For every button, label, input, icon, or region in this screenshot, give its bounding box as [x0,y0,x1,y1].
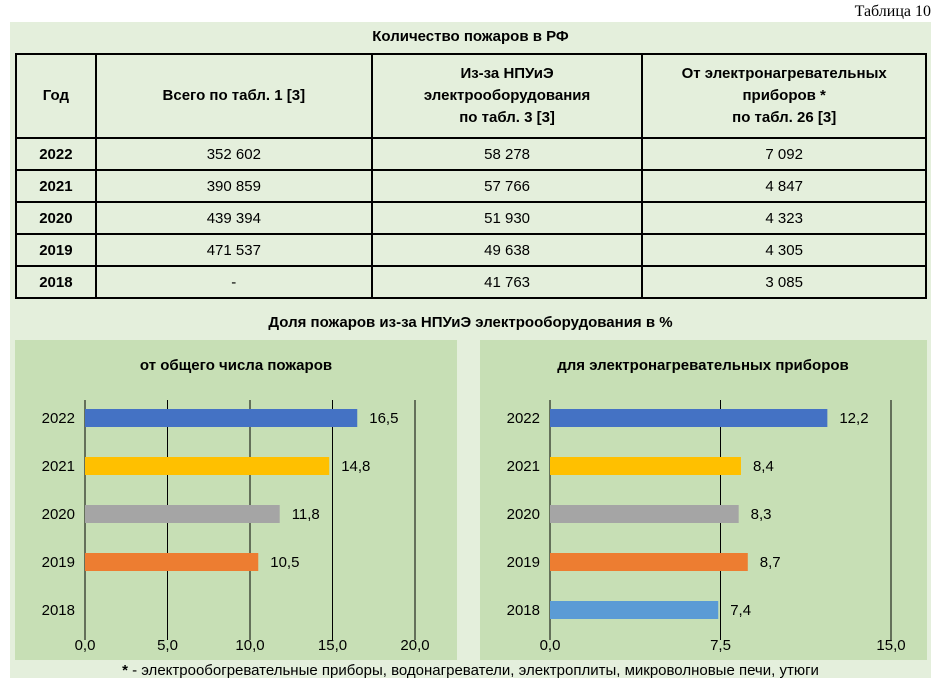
category-label: 2020 [42,506,75,523]
content-panel: Количество пожаров в РФ Год Всего по таб… [10,22,931,679]
bar-2021 [85,457,330,475]
table-title: Количество пожаров в РФ [372,28,569,45]
header-npue: Из-за НПУиЭ электрооборудования по табл.… [370,53,644,139]
category-label: 2022 [507,410,540,427]
bar-2018 [550,601,719,619]
footnote-mark: * [122,662,128,679]
category-label: 2018 [42,602,75,619]
header-total: Всего по табл. 1 [3] [94,53,373,139]
header-npue-line2: электрооборудования [423,87,591,104]
cell-year: 2021 [15,169,97,203]
bar-2020 [550,505,739,523]
category-label: 2020 [507,506,540,523]
cell-year: 2020 [15,201,97,235]
chart-title: для электронагревательных приборов [557,357,849,374]
footnote-text: - электрообогревательные приборы, водона… [127,662,819,679]
header-npue-line1: Из-за НПУиЭ [460,65,554,82]
x-tick-label: 0,0 [75,637,96,654]
footnote: * - электрообогревательные приборы, водо… [10,662,931,679]
bar-value-label: 12,2 [839,410,868,427]
category-label: 2018 [507,602,540,619]
header-heat: От электронагревательных приборов * по т… [641,53,927,139]
fires-table: Год Всего по табл. 1 [3] Из-за НПУиЭ эле… [15,53,927,299]
cell-heat: 7 092 [641,137,927,171]
cell-year: 2018 [15,265,97,299]
x-tick-label: 20,0 [400,637,429,654]
cell-total: 390 859 [94,169,373,203]
category-label: 2021 [42,458,75,475]
cell-npue: 41 763 [370,265,644,299]
bar-2019 [550,553,748,571]
table-row: 2022 352 602 58 278 7 092 [15,137,927,171]
table-row: 2021 390 859 57 766 4 847 [15,169,927,203]
bar-value-label: 7,4 [730,602,751,619]
bar-value-label: 16,5 [369,410,398,427]
x-tick-label: 0,0 [540,637,561,654]
x-tick-label: 5,0 [157,637,178,654]
chart-title: от общего числа пожаров [140,357,332,374]
cell-total: 352 602 [94,137,373,171]
bar-2020 [85,505,280,523]
cell-heat: 4 847 [641,169,927,203]
bar-2021 [550,457,741,475]
table-row: 2019 471 537 49 638 4 305 [15,233,927,267]
x-tick-label: 10,0 [235,637,264,654]
chart-total-share: от общего числа пожаров 0,0 5,0 10,0 15,0 20,… [15,340,457,660]
bar-2022 [85,409,358,427]
header-npue-line3: по табл. 3 [3] [459,109,555,126]
cell-total: 439 394 [94,201,373,235]
category-label: 2022 [42,410,75,427]
bar-value-label: 10,5 [270,554,299,571]
table-row: 2020 439 394 51 930 4 323 [15,201,927,235]
header-heat-line1: От электронагревательных [681,65,887,82]
category-label: 2021 [507,458,540,475]
chart-heater-share-svg: для электронагревательных приборов 0,0 7,5… [507,357,906,654]
cell-npue: 57 766 [370,169,644,203]
header-heat-line3: по табл. 26 [3] [732,109,837,126]
category-label: 2019 [42,554,75,571]
bar-value-label: 8,4 [753,458,774,475]
cell-year: 2022 [15,137,97,171]
bar-2022 [550,409,828,427]
bar-value-label: 8,3 [751,506,772,523]
cell-npue: 51 930 [370,201,644,235]
bar-2019 [85,553,259,571]
category-label: 2019 [507,554,540,571]
x-tick-label: 15,0 [876,637,905,654]
table-header-row: Год Всего по табл. 1 [3] Из-за НПУиЭ эле… [15,53,927,139]
cell-total: 471 537 [94,233,373,267]
table-number: Таблица 10 [854,3,931,20]
cell-heat: 4 323 [641,201,927,235]
header-heat-line2: приборов * [742,87,826,104]
cell-total: - [94,265,373,299]
header-year: Год [15,53,97,139]
bar-value-label: 8,7 [760,554,781,571]
cell-npue: 58 278 [370,137,644,171]
bar-value-label: 14,8 [341,458,370,475]
chart-heater-share: для электронагревательных приборов 0,0 7,5… [480,340,927,660]
table-row: 2018 - 41 763 3 085 [15,265,927,299]
x-tick-label: 7,5 [710,637,731,654]
cell-heat: 3 085 [641,265,927,299]
cell-npue: 49 638 [370,233,644,267]
bar-value-label: 11,8 [292,506,320,523]
chart-total-share-svg: от общего числа пожаров 0,0 5,0 10,0 15,0 20,… [42,357,430,654]
cell-heat: 4 305 [641,233,927,267]
cell-year: 2019 [15,233,97,267]
x-tick-label: 15,0 [318,637,347,654]
charts-title: Доля пожаров из-за НПУиЭ электрооборудов… [268,314,673,331]
